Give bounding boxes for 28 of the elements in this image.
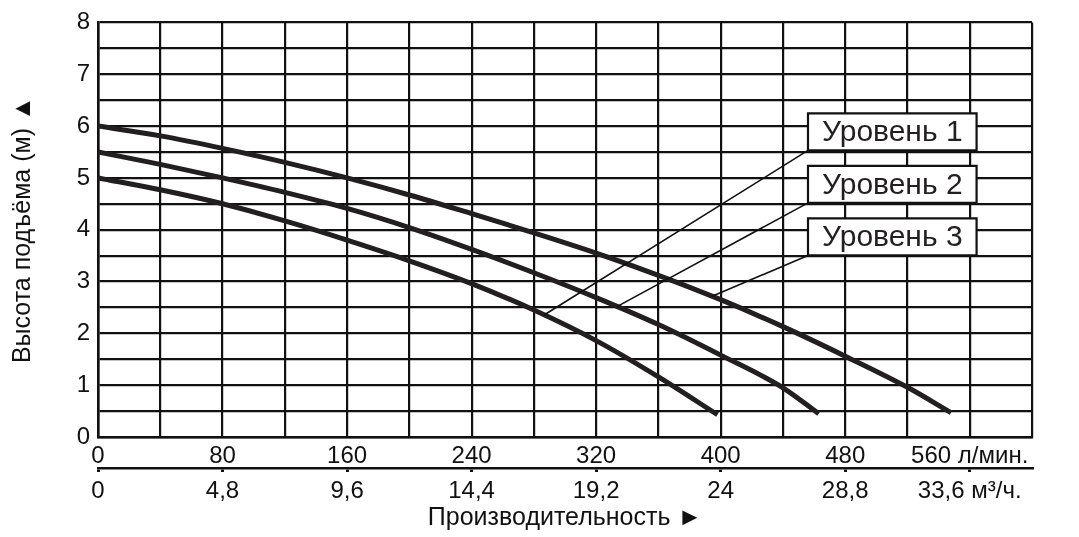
text: Уровень 3 <box>822 219 963 253</box>
y-tick-label: 8 <box>76 7 90 35</box>
x-tick-label: 160 <box>327 441 368 469</box>
x-tick-label: 320 <box>576 441 617 469</box>
x2-tick-label: 33,6 м³/ч. <box>917 476 1022 504</box>
x-tick-label: 240 <box>451 441 492 469</box>
x2-tick-label: 14,4 <box>448 476 495 504</box>
text: Уровень 2 <box>822 166 963 200</box>
y-tick-label: 0 <box>76 421 90 449</box>
x2-tick-label: 19,2 <box>572 476 620 504</box>
x2-tick-label: 4,8 <box>205 476 240 504</box>
y-axis-title: Высота подъёма (м) ▲ <box>6 96 35 364</box>
x2-tick-label: 24 <box>707 476 735 504</box>
y-tick-label: 6 <box>76 110 90 138</box>
x-tick-label: 400 <box>700 441 741 469</box>
y-tick-label: 7 <box>76 58 90 86</box>
x-axis-title: Производительность ► <box>427 501 703 530</box>
x-tick-label: 80 <box>209 441 236 469</box>
y-tick-label: 1 <box>76 369 90 397</box>
y-tick-label: 4 <box>76 214 90 242</box>
y-tick-label: 5 <box>76 162 90 190</box>
x-tick-label: 560 л/мин. <box>911 441 1029 469</box>
x-tick-label: 480 <box>825 441 866 469</box>
text: Уровень 1 <box>822 114 963 148</box>
y-tick-label: 2 <box>76 317 90 345</box>
x2-tick-label: 9,6 <box>330 476 364 504</box>
y-tick-label: 3 <box>76 266 90 294</box>
x2-tick-label: 28,8 <box>821 476 869 504</box>
